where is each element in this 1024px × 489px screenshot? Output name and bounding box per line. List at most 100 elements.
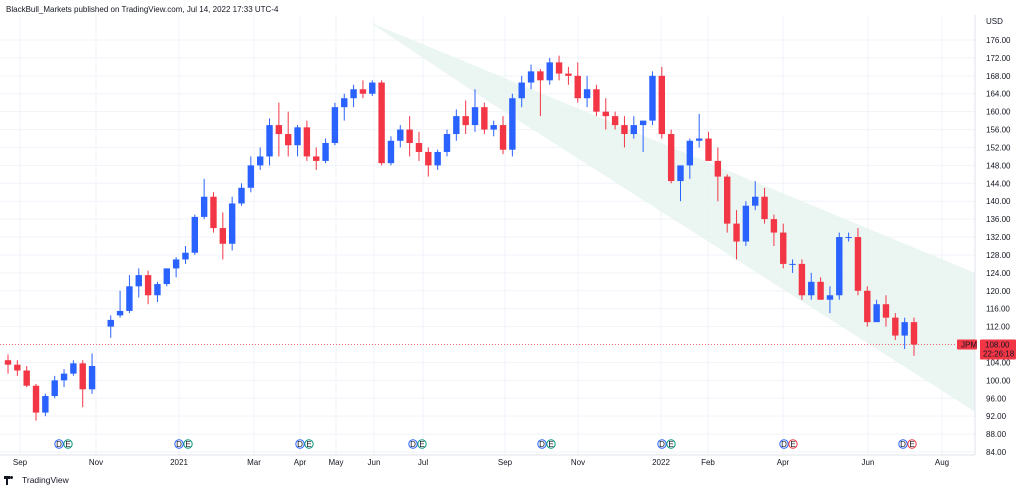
candle [369,80,376,96]
time-tick-label: Jun [368,458,381,467]
candle [350,84,357,108]
candle [154,281,161,302]
candle [406,116,413,157]
earnings-marker [63,439,73,449]
candle [892,313,899,341]
candle [303,120,311,161]
candle-body [341,98,348,108]
candle [471,89,479,132]
candle [116,290,124,318]
candle [79,360,86,408]
chart-header: BlackBull_Markets published on TradingVi… [6,5,279,14]
candle-body [574,75,581,99]
candle-body [537,71,544,81]
candle-body [555,62,563,74]
candle [723,174,731,233]
candle [658,66,666,139]
candle [583,75,591,108]
candle [247,156,255,193]
candle [32,383,40,421]
candle [51,375,58,399]
candle [275,102,283,157]
candle-body [210,196,217,229]
candle-body [359,89,367,94]
last-price-symbol-box [957,339,977,350]
candle-body [126,286,133,311]
candle-body [453,116,460,135]
candle [518,75,525,108]
candle [808,272,815,300]
candle-body [686,140,694,166]
candle [798,259,806,300]
price-axis[interactable]: 176.00 172.00 168.00 164.00 160.00 156.00 152.… [986,36,1011,457]
candle-body [275,125,283,135]
downtrend-channel[interactable] [369,22,975,412]
earnings-label: E [65,440,70,449]
candle-body [780,232,787,264]
candle-body [518,82,525,99]
dividend-marker [174,439,184,449]
candle-body [107,319,114,327]
candle [425,147,432,177]
candle [910,317,918,356]
candle [481,102,488,135]
time-tick-label: Jul [418,458,428,467]
candle-body [378,82,385,164]
candle-body [770,219,778,233]
price-tick-label: 172.00 [986,54,1011,63]
candle-body [266,125,273,157]
time-axis[interactable]: Sep Nov 2021 Mar Apr May Jun Jul Sep Nov 2022 Feb Ap… [13,458,949,467]
footer[interactable]: TradingView [4,473,69,487]
candle [322,138,329,164]
time-tick-label: Nov [571,458,585,467]
last-price-badge[interactable]: JPM 108.00 22:26:18 [957,339,1016,360]
candle [443,129,451,157]
candle [901,317,908,349]
dividend-label: D [659,440,665,449]
candle-body [285,134,292,146]
candle-body [565,73,572,76]
candle [621,116,628,148]
candle [836,232,843,300]
candle-body [182,252,189,260]
candle [873,299,880,323]
candle [285,111,292,157]
candle [649,71,656,126]
candle [60,369,68,388]
earnings-marker [788,439,798,449]
candle [126,275,133,314]
candle-body [761,196,768,220]
candle [527,64,535,90]
price-tick-label: 92.00 [986,412,1007,421]
candle [453,109,460,141]
candle-body [892,317,899,336]
candle-body [79,363,86,390]
candle-body [602,111,609,117]
time-tick-label: Sep [13,458,28,467]
candle [789,259,796,273]
candle-body [350,89,357,99]
candle [733,210,740,260]
candle-body [667,134,675,182]
candle [565,66,572,85]
last-price-symbol: JPM [961,341,977,350]
candle [864,286,871,327]
candle-body [42,396,49,413]
candle-body [490,125,497,130]
price-tick-label: 140.00 [986,197,1011,206]
candle-body [14,364,21,371]
candle-body [854,237,862,291]
candle [509,93,516,157]
candle [144,270,152,305]
candle [537,69,544,117]
earnings-marker [183,439,193,449]
